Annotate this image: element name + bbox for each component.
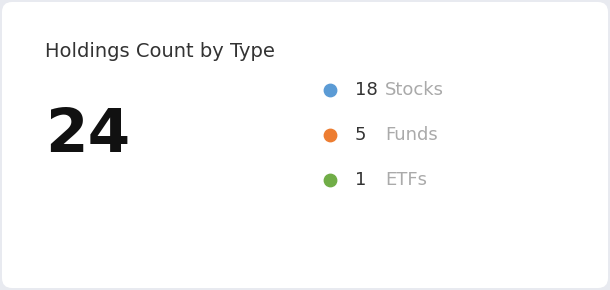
Text: ETFs: ETFs bbox=[385, 171, 427, 189]
FancyBboxPatch shape bbox=[2, 2, 608, 288]
Text: 18: 18 bbox=[355, 81, 378, 99]
Text: Funds: Funds bbox=[385, 126, 438, 144]
Text: 24: 24 bbox=[45, 106, 130, 164]
Text: 5: 5 bbox=[355, 126, 367, 144]
Text: Holdings Count by Type: Holdings Count by Type bbox=[45, 42, 275, 61]
Point bbox=[325, 178, 335, 182]
Point bbox=[325, 88, 335, 92]
Text: Stocks: Stocks bbox=[385, 81, 444, 99]
Point bbox=[325, 133, 335, 137]
Text: 1: 1 bbox=[355, 171, 367, 189]
